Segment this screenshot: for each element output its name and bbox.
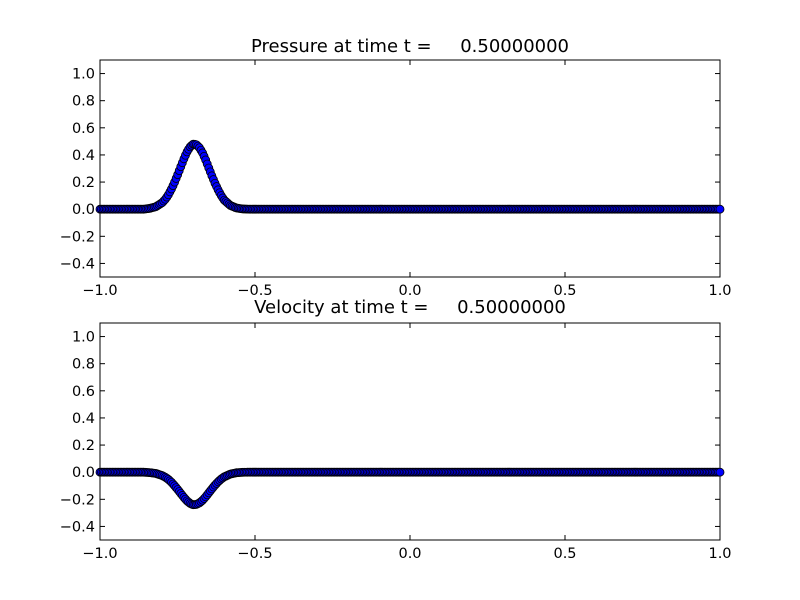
velocity-xtick-label: −0.5 (237, 546, 272, 562)
pressure-xtick-label: 0.0 (398, 283, 421, 299)
pressure-xtick-label: 1.0 (708, 283, 731, 299)
velocity-ytick-label: −0.2 (60, 492, 95, 508)
velocity-tick-labels: −1.0 −0.5 0.0 0.5 1.0 −0.4 −0.2 0.0 0.2 0.4 0.6 0.8… (60, 330, 732, 562)
velocity-ytick-label: 0.0 (72, 465, 95, 481)
velocity-xtick-label: −1.0 (82, 546, 117, 562)
pressure-tick-labels: −1.0 −0.5 0.0 0.5 1.0 −0.4 −0.2 0.0 0.2 0.4 0.6 0.8… (60, 67, 732, 299)
velocity-ytick-label: 0.8 (72, 357, 95, 373)
velocity-xtick-label: 1.0 (708, 546, 731, 562)
pressure-ytick-label: 0.2 (72, 175, 95, 191)
velocity-ticks (99, 323, 721, 540)
velocity-panel: Velocity at time t = 0.50000000 −1.0 −0.5… (60, 297, 732, 562)
velocity-ytick-label: −0.4 (60, 519, 95, 535)
pressure-ytick-label: 1.0 (72, 67, 95, 83)
velocity-ytick-label: 0.4 (72, 411, 95, 427)
velocity-ytick-label: 1.0 (72, 330, 95, 346)
pressure-xtick-label: 0.5 (553, 283, 576, 299)
velocity-xtick-label: 0.5 (553, 546, 576, 562)
pressure-ytick-label: −0.4 (60, 256, 95, 272)
pressure-markers (95, 139, 725, 214)
pressure-xtick-label: −1.0 (82, 283, 117, 299)
pressure-title: Pressure at time t = 0.50000000 (251, 36, 569, 57)
velocity-ytick-label: 0.6 (72, 384, 95, 400)
velocity-markers (95, 467, 725, 510)
pressure-data-point (715, 204, 725, 214)
velocity-title: Velocity at time t = 0.50000000 (254, 297, 566, 318)
velocity-ytick-label: 0.2 (72, 438, 95, 454)
pressure-ytick-label: 0.8 (72, 94, 95, 110)
pressure-panel: Pressure at time t = 0.50000000 −1.0 −0.5… (60, 36, 732, 299)
pressure-ytick-label: 0.6 (72, 121, 95, 137)
pressure-ytick-label: 0.4 (72, 148, 95, 164)
velocity-data-point (715, 467, 725, 477)
pressure-axes-frame (99, 59, 721, 278)
pressure-xtick-label: −0.5 (237, 283, 272, 299)
velocity-xtick-label: 0.0 (398, 546, 421, 562)
pressure-ytick-label: 0.0 (72, 202, 95, 218)
pressure-ytick-label: −0.2 (60, 229, 95, 245)
